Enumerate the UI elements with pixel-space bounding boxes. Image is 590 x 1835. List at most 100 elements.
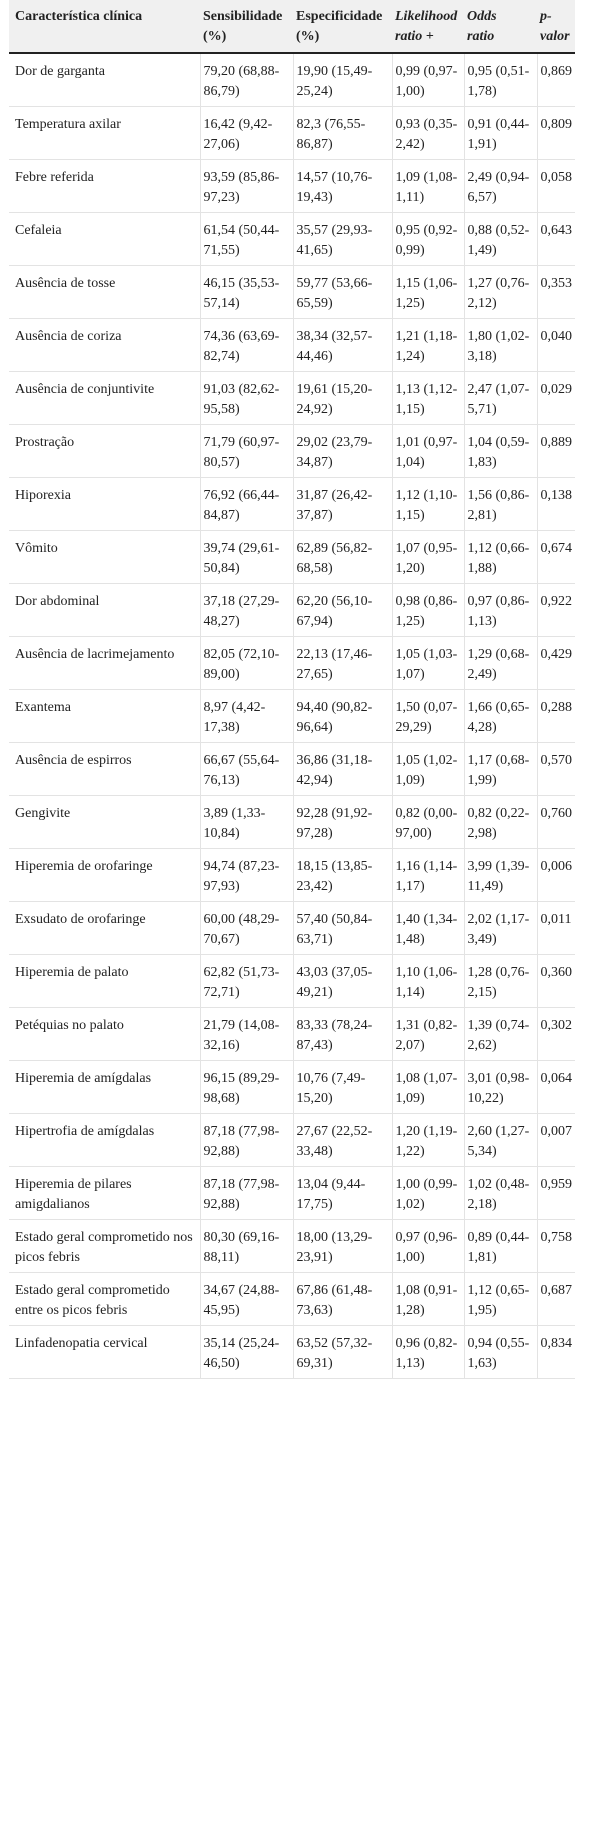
cell-feature: Cefaleia [15, 223, 62, 238]
cell-sensitivity: 37,18 (27,29-48,27) [199, 583, 293, 637]
cell-odds-ratio: 0,88 (0,52-1,49) [463, 212, 537, 266]
cell-sensitivity: 79,20 (68,88-86,79) [199, 53, 293, 107]
cell-sensitivity: 74,36 (63,69-82,74) [199, 318, 293, 372]
table-row: Dor abdominal 37,18 (27,29-48,27) 62,20 (5… [9, 583, 575, 637]
cell-likelihood-ratio: 1,10 (1,06-1,14) [391, 954, 464, 1008]
cell-feature: Dor abdominal [15, 594, 100, 609]
cell-feature: Hiperemia de amígdalas [15, 1071, 152, 1086]
cell-likelihood-ratio: 1,21 (1,18-1,24) [391, 318, 464, 372]
cell-p-value: 0,674 [536, 530, 575, 584]
table-row: Hiperemia de orofaringe 94,74 (87,23-97,9… [9, 848, 575, 902]
cell-odds-ratio: 1,04 (0,59-1,83) [463, 424, 537, 478]
table-row: Vômito 39,74 (29,61-50,84) 62,89 (56,82-68… [9, 530, 575, 584]
cell-specificity: 35,57 (29,93-41,65) [292, 212, 392, 266]
cell-p-value: 0,006 [536, 848, 575, 902]
cell-p-value: 0,889 [536, 424, 575, 478]
cell-likelihood-ratio: 1,05 (1,03-1,07) [391, 636, 464, 690]
table-row: Ausência de tosse 46,15 (35,53-57,14) 59,7… [9, 265, 575, 319]
table-row: Cefaleia 61,54 (50,44-71,55) 35,57 (29,93-… [9, 212, 575, 266]
cell-p-value: 0,360 [536, 954, 575, 1008]
table-row: Estado geral comprometido nos picos febr… [9, 1219, 575, 1273]
cell-feature: Dor de garganta [15, 64, 105, 79]
header-row: Característica clínica Sensibilidade (%)… [9, 0, 575, 53]
cell-feature: Ausência de conjuntivite [15, 382, 155, 397]
header-specificity: Especificidade (%) [296, 9, 383, 44]
table-row: Dor de garganta 79,20 (68,88-86,79) 19,90 … [9, 53, 575, 107]
cell-odds-ratio: 1,66 (0,65-4,28) [463, 689, 537, 743]
cell-odds-ratio: 0,82 (0,22-2,98) [463, 795, 537, 849]
cell-p-value: 0,809 [536, 106, 575, 160]
cell-feature: Hiperemia de pilares amigdalianos [15, 1177, 132, 1212]
cell-specificity: 63,52 (57,32-69,31) [292, 1325, 392, 1379]
table-row: Petéquias no palato 21,79 (14,08-32,16) 83… [9, 1007, 575, 1061]
table-header: Característica clínica Sensibilidade (%)… [9, 0, 575, 53]
cell-p-value: 0,869 [536, 53, 575, 107]
cell-sensitivity: 71,79 (60,97-80,57) [199, 424, 293, 478]
cell-sensitivity: 35,14 (25,24-46,50) [199, 1325, 293, 1379]
table-row: Ausência de espirros 66,67 (55,64-76,13) 3… [9, 742, 575, 796]
cell-specificity: 18,15 (13,85-23,42) [292, 848, 392, 902]
cell-feature: Exsudato de orofaringe [15, 912, 146, 927]
cell-likelihood-ratio: 1,05 (1,02-1,09) [391, 742, 464, 796]
cell-p-value: 0,040 [536, 318, 575, 372]
cell-p-value: 0,687 [536, 1272, 575, 1326]
cell-odds-ratio: 0,94 (0,55-1,63) [463, 1325, 537, 1379]
cell-specificity: 43,03 (37,05-49,21) [292, 954, 392, 1008]
cell-p-value: 0,834 [536, 1325, 575, 1379]
cell-feature: Prostração [15, 435, 75, 450]
cell-p-value: 0,959 [536, 1166, 575, 1220]
cell-likelihood-ratio: 1,08 (0,91-1,28) [391, 1272, 464, 1326]
cell-p-value: 0,302 [536, 1007, 575, 1061]
cell-feature: Temperatura axilar [15, 117, 121, 132]
cell-likelihood-ratio: 1,01 (0,97-1,04) [391, 424, 464, 478]
cell-feature: Petéquias no palato [15, 1018, 124, 1033]
table-row: Temperatura axilar 16,42 (9,42-27,06) 82,3… [9, 106, 575, 160]
cell-feature: Hipertrofia de amígdalas [15, 1124, 155, 1139]
cell-specificity: 67,86 (61,48-73,63) [292, 1272, 392, 1326]
cell-specificity: 14,57 (10,76-19,43) [292, 159, 392, 213]
table-row: Hiporexia 76,92 (66,44-84,87) 31,87 (26,42… [9, 477, 575, 531]
cell-odds-ratio: 3,01 (0,98-10,22) [463, 1060, 537, 1114]
cell-likelihood-ratio: 0,95 (0,92-0,99) [391, 212, 464, 266]
cell-specificity: 29,02 (23,79-34,87) [292, 424, 392, 478]
cell-specificity: 57,40 (50,84-63,71) [292, 901, 392, 955]
cell-sensitivity: 60,00 (48,29-70,67) [199, 901, 293, 955]
cell-feature: Ausência de coriza [15, 329, 122, 344]
cell-feature: Ausência de espirros [15, 753, 132, 768]
cell-sensitivity: 96,15 (89,29-98,68) [199, 1060, 293, 1114]
cell-sensitivity: 3,89 (1,33-10,84) [199, 795, 293, 849]
cell-feature: Vômito [15, 541, 58, 556]
cell-p-value: 0,011 [536, 901, 575, 955]
cell-specificity: 94,40 (90,82-96,64) [292, 689, 392, 743]
cell-feature: Linfadenopatia cervical [15, 1336, 148, 1351]
table-container: Característica clínica Sensibilidade (%)… [9, 0, 575, 1379]
cell-likelihood-ratio: 0,97 (0,96-1,00) [391, 1219, 464, 1273]
cell-odds-ratio: 3,99 (1,39-11,49) [463, 848, 537, 902]
cell-specificity: 31,87 (26,42-37,87) [292, 477, 392, 531]
cell-feature: Hiporexia [15, 488, 71, 503]
cell-specificity: 22,13 (17,46-27,65) [292, 636, 392, 690]
cell-feature: Gengivite [15, 806, 71, 821]
cell-likelihood-ratio: 1,13 (1,12-1,15) [391, 371, 464, 425]
header-sensitivity: Sensibilidade (%) [203, 9, 283, 44]
cell-likelihood-ratio: 0,82 (0,00-97,00) [391, 795, 464, 849]
cell-likelihood-ratio: 1,00 (0,99-1,02) [391, 1166, 464, 1220]
cell-odds-ratio: 1,80 (1,02-3,18) [463, 318, 537, 372]
cell-odds-ratio: 1,17 (0,68-1,99) [463, 742, 537, 796]
cell-specificity: 19,61 (15,20-24,92) [292, 371, 392, 425]
cell-odds-ratio: 0,97 (0,86-1,13) [463, 583, 537, 637]
cell-odds-ratio: 0,95 (0,51-1,78) [463, 53, 537, 107]
cell-odds-ratio: 0,91 (0,44-1,91) [463, 106, 537, 160]
cell-sensitivity: 21,79 (14,08-32,16) [199, 1007, 293, 1061]
cell-odds-ratio: 1,27 (0,76-2,12) [463, 265, 537, 319]
cell-likelihood-ratio: 1,12 (1,10-1,15) [391, 477, 464, 531]
cell-p-value: 0,429 [536, 636, 575, 690]
table-row: Hipertrofia de amígdalas 87,18 (77,98-92,… [9, 1113, 575, 1167]
cell-likelihood-ratio: 1,15 (1,06-1,25) [391, 265, 464, 319]
cell-likelihood-ratio: 1,08 (1,07-1,09) [391, 1060, 464, 1114]
cell-likelihood-ratio: 0,99 (0,97-1,00) [391, 53, 464, 107]
cell-p-value: 0,138 [536, 477, 575, 531]
cell-specificity: 38,34 (32,57-44,46) [292, 318, 392, 372]
table-row: Hiperemia de palato 62,82 (51,73-72,71) 43… [9, 954, 575, 1008]
cell-feature: Ausência de lacrimejamento [15, 647, 175, 662]
